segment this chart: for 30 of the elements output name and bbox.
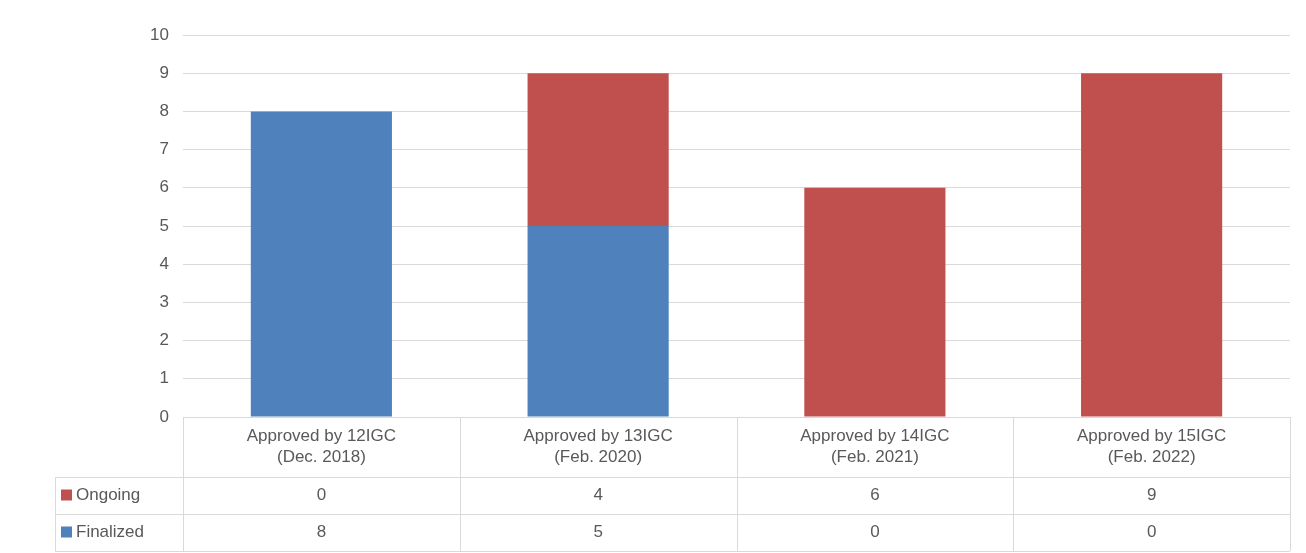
data-label: 0	[316, 485, 327, 505]
data-label: 8	[316, 522, 327, 542]
data-label: 5	[593, 522, 603, 542]
bar	[1081, 73, 1223, 417]
y-tick-label: 6	[159, 177, 169, 197]
y-tick-label: 5	[159, 215, 169, 235]
y-tick-label: 2	[159, 330, 169, 350]
data-label: 0	[870, 522, 880, 542]
x-tick-label: Approved by 14IGC (Feb. 2021)	[800, 426, 950, 467]
legend-label: Finalized	[76, 522, 145, 542]
y-tick-label: 10	[150, 24, 169, 44]
bar	[804, 187, 946, 417]
y-tick-label: 9	[159, 62, 169, 82]
x-tick-label: Approved by 15IGC (Feb. 2022)	[1076, 426, 1227, 467]
y-tick-label: 8	[159, 101, 169, 121]
y-tick-label: 4	[159, 253, 169, 273]
data-label: 0	[1146, 522, 1157, 542]
legend-label: Ongoing	[76, 485, 141, 505]
data-label: 4	[593, 485, 603, 505]
data-label: 9	[1146, 485, 1157, 505]
data-label: 6	[870, 485, 880, 505]
x-tick-label: Approved by 12IGC (Dec. 2018)	[246, 426, 397, 467]
bar	[250, 111, 392, 417]
bar	[527, 73, 669, 226]
y-tick-label: 1	[159, 368, 169, 388]
y-tick-label: 3	[159, 292, 169, 312]
y-tick-label: 7	[159, 139, 169, 159]
bar	[527, 226, 669, 417]
y-tick-label: 0	[159, 406, 169, 426]
x-tick-label: Approved by 13IGC (Feb. 2020)	[523, 426, 673, 467]
